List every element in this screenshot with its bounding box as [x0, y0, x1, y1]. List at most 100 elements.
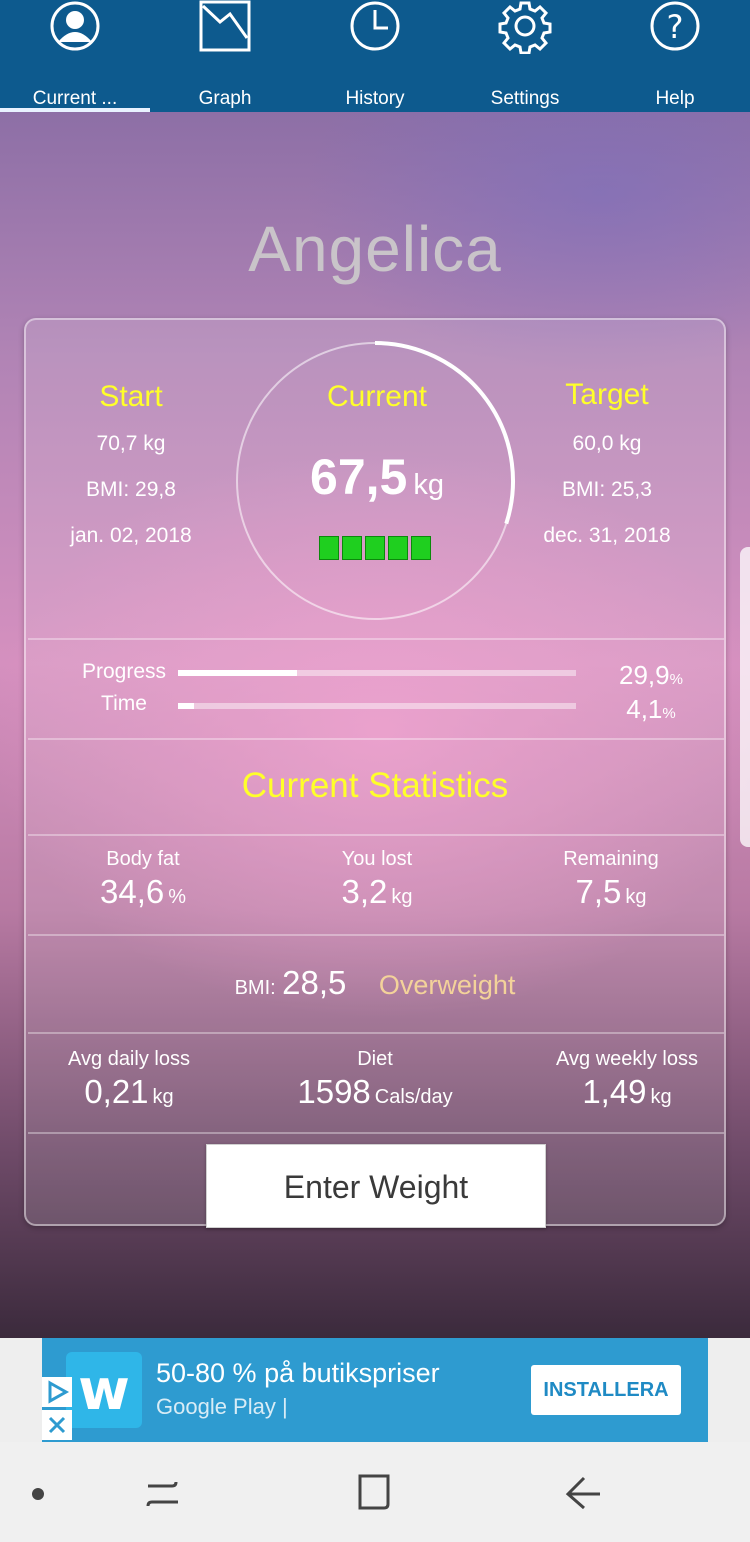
- body-fat-value: 34,6: [99, 873, 165, 910]
- gear-icon: [498, 1, 552, 54]
- diet-value: 1598: [297, 1073, 371, 1110]
- ad-install-button[interactable]: INSTALLERA: [531, 1365, 681, 1415]
- target-bmi: BMI: 25,3: [562, 478, 652, 501]
- tab-graph[interactable]: Graph: [150, 0, 300, 112]
- progress-bar-fill: [178, 670, 297, 676]
- time-label: Time: [101, 692, 147, 715]
- bmi-row: BMI: 28,5 Overweight: [26, 964, 724, 1002]
- close-icon: [48, 1416, 66, 1434]
- tab-help-label: Help: [655, 88, 695, 109]
- time-bar: [178, 703, 576, 709]
- divider: [28, 1032, 724, 1034]
- main-content[interactable]: [0, 112, 750, 1338]
- summary-card: Start 70,7 kg BMI: 29,8 jan. 02, 2018 Cu…: [24, 318, 728, 1228]
- progress-percent: 29,9%: [586, 660, 716, 691]
- current-heading: Current: [326, 380, 428, 413]
- divider: [28, 1132, 724, 1134]
- you-lost-value: 3,2: [341, 873, 388, 910]
- progress-block: [319, 536, 339, 560]
- ad-headline: 50-80 % på butikspriser: [156, 1358, 440, 1388]
- scrollbar[interactable]: [740, 547, 750, 847]
- top-nav: Current ... Graph History Settings ? Hel…: [0, 0, 750, 112]
- target-weight: 60,0 kg: [572, 432, 642, 455]
- start-bmi: BMI: 29,8: [86, 478, 176, 501]
- tab-history[interactable]: History: [300, 0, 450, 112]
- tab-settings[interactable]: Settings: [450, 0, 600, 112]
- diet-label: Diet: [357, 1048, 393, 1070]
- bmi-value: 28,5: [282, 964, 347, 1001]
- person-icon: [50, 1, 100, 51]
- progress-ring: [236, 341, 515, 620]
- time-percent: 4,1%: [586, 694, 716, 725]
- stats-title: Current Statistics: [241, 766, 509, 805]
- avg-weekly-loss-label: Avg weekly loss: [556, 1048, 698, 1070]
- help-icon: ?: [650, 1, 700, 51]
- recents-icon[interactable]: [142, 1472, 186, 1512]
- back-icon[interactable]: [562, 1472, 606, 1512]
- clock-icon: [350, 1, 400, 51]
- divider: [28, 834, 724, 836]
- progress-block: [342, 536, 362, 560]
- avg-daily-loss-value: 0,21: [84, 1073, 149, 1110]
- start-heading: Start: [99, 380, 163, 413]
- diet-unit: Cals/day: [374, 1086, 453, 1108]
- you-lost-stat: You lost 3,2 kg: [260, 848, 494, 911]
- target-date: dec. 31, 2018: [543, 524, 671, 547]
- start-weight: 70,7 kg: [96, 432, 166, 455]
- target-heading: Target: [565, 378, 649, 411]
- avg-daily-loss-stat: Avg daily loss 0,21 kg: [12, 1048, 246, 1111]
- graph-icon: [199, 0, 251, 52]
- remaining-value: 7,5: [575, 873, 622, 910]
- remaining-stat: Remaining 7,5 kg: [494, 848, 728, 911]
- tab-help[interactable]: ? Help: [600, 0, 750, 112]
- avg-daily-loss-unit: kg: [152, 1086, 174, 1108]
- body-fat-label: Body fat: [106, 848, 180, 870]
- ad-banner[interactable]: w 50-80 % på butikspriser Google Play | …: [42, 1338, 708, 1442]
- progress-value: 29,9: [619, 660, 670, 690]
- start-column: Start 70,7 kg BMI: 29,8 jan. 02, 2018: [26, 380, 236, 548]
- divider: [28, 638, 724, 640]
- divider: [28, 934, 724, 936]
- progress-block: [411, 536, 431, 560]
- progress-bar: [178, 670, 576, 676]
- current-weight-value: 67,5: [310, 449, 408, 505]
- tab-current[interactable]: Current ...: [0, 0, 150, 112]
- avg-weekly-loss-value: 1,49: [582, 1073, 647, 1110]
- bmi-label: BMI:: [234, 977, 276, 999]
- divider: [28, 738, 724, 740]
- avg-daily-loss-label: Avg daily loss: [68, 1048, 190, 1070]
- dot-icon[interactable]: [20, 1472, 64, 1512]
- bmi-category: Overweight: [378, 970, 516, 1000]
- time-bar-fill: [178, 703, 195, 709]
- home-icon[interactable]: [352, 1472, 396, 1512]
- progress-label: Progress: [81, 660, 167, 683]
- tab-graph-label: Graph: [198, 88, 252, 109]
- svg-text:?: ?: [667, 8, 684, 46]
- progress-block: [365, 536, 385, 560]
- start-date: jan. 02, 2018: [70, 524, 192, 547]
- user-name: Angelica: [248, 213, 502, 285]
- avg-weekly-loss-stat: Avg weekly loss 1,49 kg: [510, 1048, 744, 1111]
- diet-stat: Diet 1598 Cals/day: [258, 1048, 492, 1111]
- you-lost-unit: kg: [391, 886, 413, 908]
- target-column: Target 60,0 kg BMI: 25,3 dec. 31, 2018: [502, 378, 712, 548]
- tab-history-label: History: [345, 88, 405, 109]
- tab-current-label: Current ...: [32, 88, 118, 109]
- adchoices-triangle-icon: [48, 1380, 70, 1404]
- avg-weekly-loss-unit: kg: [650, 1086, 672, 1108]
- time-value: 4,1: [626, 694, 663, 724]
- remaining-unit: kg: [625, 886, 647, 908]
- ad-close-icon[interactable]: [42, 1410, 72, 1440]
- progress-block: [388, 536, 408, 560]
- tab-settings-label: Settings: [490, 88, 560, 109]
- body-fat-stat: Body fat 34,6%: [26, 848, 260, 911]
- current-weight-unit: kg: [413, 469, 444, 501]
- enter-weight-button[interactable]: Enter Weight: [206, 1144, 546, 1228]
- body-fat-unit: %: [168, 886, 187, 908]
- ad-subtitle: Google Play |: [156, 1394, 288, 1419]
- remaining-label: Remaining: [563, 848, 659, 870]
- progress-unit: %: [669, 671, 683, 688]
- you-lost-label: You lost: [341, 848, 413, 870]
- adchoices-icon[interactable]: [42, 1377, 72, 1407]
- progress-blocks: [319, 536, 431, 560]
